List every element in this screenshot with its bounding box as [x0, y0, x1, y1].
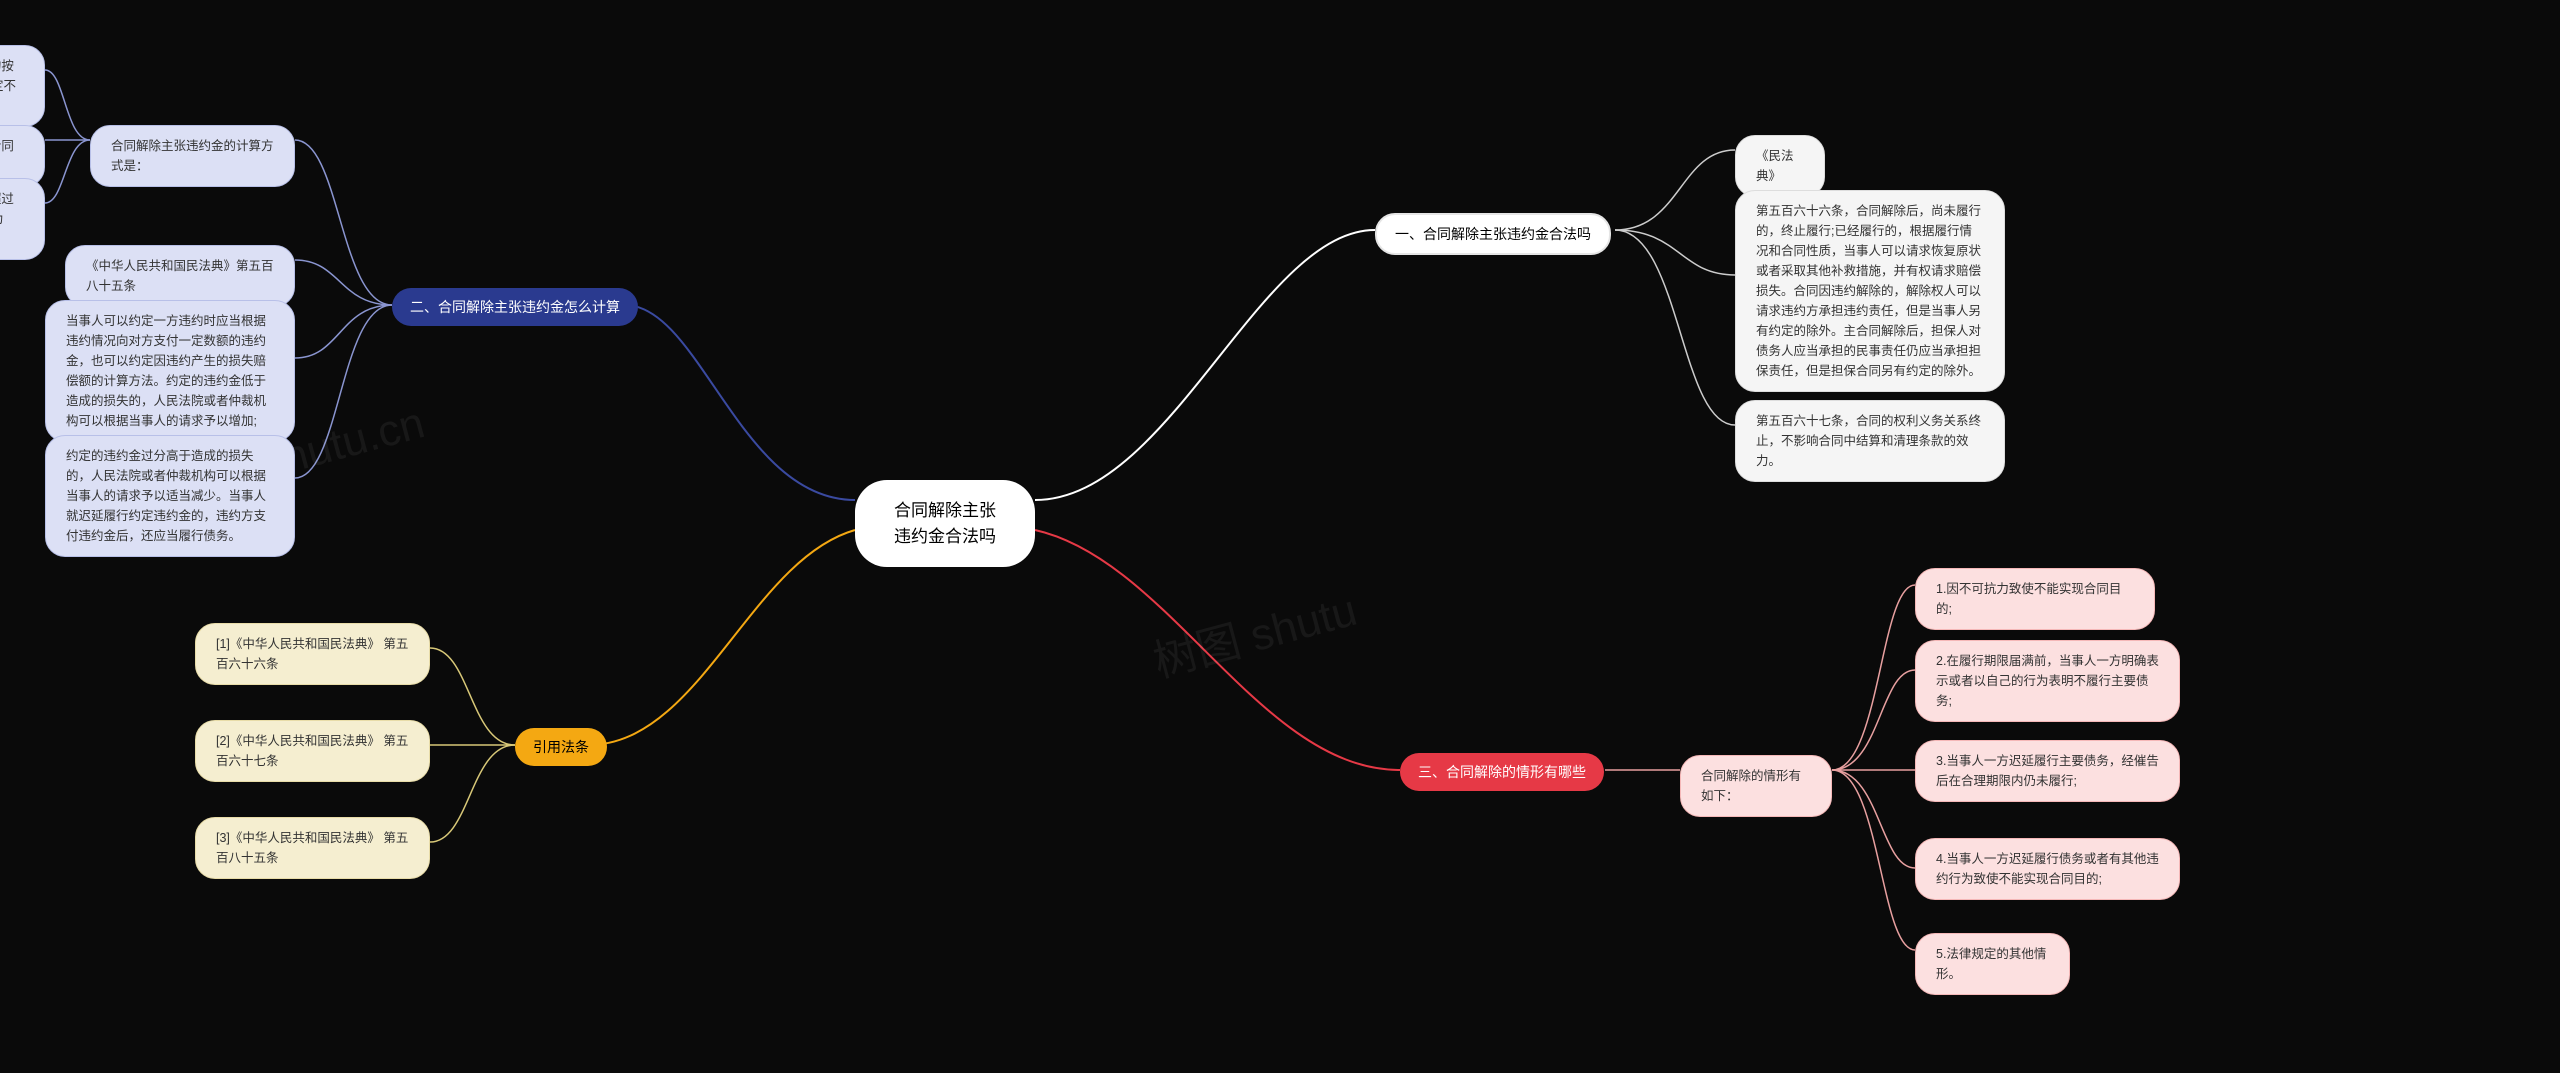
- branch3-leaf: 2.在履行期限届满前，当事人一方明确表示或者以自己的行为表明不履行主要债务;: [1915, 640, 2180, 722]
- branch4-leaf: [1]《中华人民共和国民法典》 第五百六十六条: [195, 623, 430, 685]
- branch3-sub: 合同解除的情形有如下：: [1680, 755, 1832, 817]
- branch4-leaf: [2]《中华人民共和国民法典》 第五百六十七条: [195, 720, 430, 782]
- branch2-leaf: 约定的违约金过分高于造成的损失的，人民法院或者仲裁机构可以根据当事人的请求予以适…: [45, 435, 295, 557]
- branch2-leaf: 当事人可以约定一方违约时应当根据违约情况向对方支付一定数额的违约金，也可以约定因…: [45, 300, 295, 442]
- branch2-leaf: 《中华人民共和国民法典》第五百八十五条: [65, 245, 295, 307]
- branch-1: 一、合同解除主张违约金合法吗: [1375, 213, 1611, 255]
- branch3-leaf: 1.因不可抗力致使不能实现合同目的;: [1915, 568, 2155, 630]
- branch3-leaf: 4.当事人一方迟延履行债务或者有其他违约行为致使不能实现合同目的;: [1915, 838, 2180, 900]
- branch1-leaf: 《民法典》: [1735, 135, 1825, 197]
- center-node: 合同解除主张违约金合法吗: [855, 480, 1035, 567]
- branch3-leaf: 5.法律规定的其他情形。: [1915, 933, 2070, 995]
- branch4-leaf: [3]《中华人民共和国民法典》 第五百八十五条: [195, 817, 430, 879]
- branch-2: 二、合同解除主张违约金怎么计算: [392, 288, 638, 326]
- branch2-sub1: 合同解除主张违约金的计算方式是：: [90, 125, 295, 187]
- branch3-leaf: 3.当事人一方迟延履行主要债务，经催告后在合理期限内仍未履行;: [1915, 740, 2180, 802]
- branch-3: 三、合同解除的情形有哪些: [1400, 753, 1604, 791]
- branch1-leaf: 第五百六十七条，合同的权利义务关系终止，不影响合同中结算和清理条款的效力。: [1735, 400, 2005, 482]
- watermark: 树图 shutu: [1145, 574, 1362, 690]
- branch2-sub1-leaf: 3.约定违约金数额一般以不超过合同未履行部分的价金总额为限。: [0, 178, 45, 260]
- branch2-sub1-leaf: 1.合同对违约金有具体约定的按约定，对违约金无约定或约定不明确的，按没有约定处理…: [0, 45, 45, 127]
- branch1-leaf: 第五百六十六条，合同解除后，尚未履行的，终止履行;已经履行的，根据履行情况和合同…: [1735, 190, 2005, 392]
- branch-4: 引用法条: [515, 728, 607, 766]
